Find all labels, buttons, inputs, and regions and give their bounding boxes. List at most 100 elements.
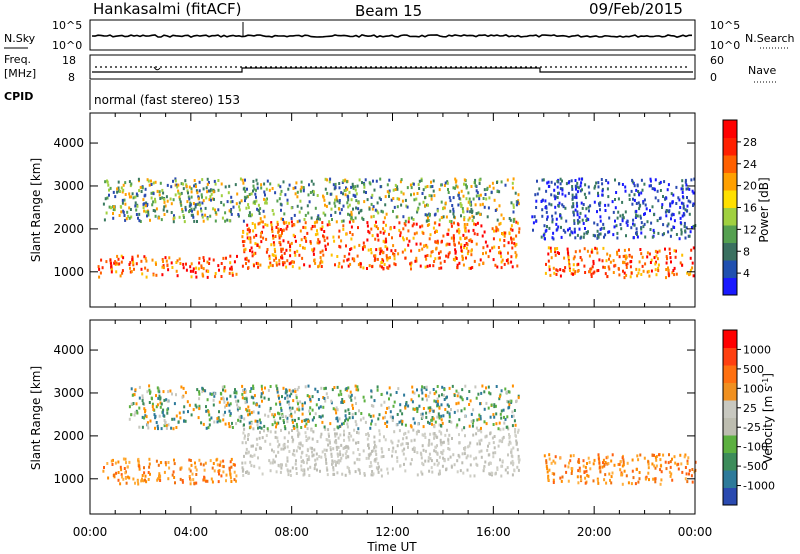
scatter-cell <box>196 220 198 223</box>
scatter-cell <box>230 480 233 483</box>
scatter-cell <box>248 409 251 413</box>
scatter-cell <box>303 246 306 250</box>
freq-label-1: Freq. <box>4 53 31 66</box>
scatter-cell <box>121 269 124 273</box>
scatter-cell <box>641 188 644 192</box>
scatter-cell <box>478 197 481 201</box>
scatter-cell <box>174 179 177 183</box>
scatter-cell <box>555 273 558 276</box>
scatter-cell <box>165 195 168 199</box>
scatter-cell <box>159 405 162 409</box>
scatter-cell <box>587 205 590 209</box>
scatter-cell <box>374 257 377 261</box>
scatter-cell <box>268 257 271 261</box>
scatter-cell <box>438 429 441 433</box>
scatter-cell <box>366 198 369 202</box>
scatter-cell <box>309 446 312 450</box>
scatter-cell <box>264 223 267 227</box>
scatter-cell <box>228 209 231 213</box>
scatter-cell <box>159 401 162 405</box>
scatter-cell <box>129 266 131 270</box>
scatter-cell <box>439 250 442 254</box>
scatter-cell <box>121 198 124 202</box>
scatter-cell <box>549 273 552 277</box>
scatter-cell <box>223 269 226 273</box>
scatter-cell <box>350 213 353 217</box>
scatter-cell <box>346 258 349 262</box>
scatter-cell <box>495 422 498 426</box>
scatter-cell <box>619 223 622 226</box>
scatter-cell <box>572 205 575 208</box>
scatter-cell <box>342 192 344 196</box>
scatter-cell <box>583 471 586 474</box>
scatter-cell <box>458 433 460 437</box>
scatter-cell <box>133 413 136 417</box>
scatter-cell <box>243 423 245 427</box>
scatter-cell <box>331 459 334 463</box>
scatter-cell <box>243 454 245 458</box>
scatter-cell <box>392 197 395 200</box>
scatter-cell <box>187 410 189 414</box>
scatter-cell <box>437 241 439 245</box>
scatter-cell <box>229 210 232 214</box>
scatter-cell <box>267 414 270 418</box>
scatter-cell <box>677 462 680 466</box>
scatter-cell <box>496 218 499 222</box>
scatter-cell <box>666 257 668 261</box>
scatter-cell <box>448 419 451 423</box>
scatter-cell <box>329 446 332 449</box>
scatter-cell <box>367 443 369 447</box>
scatter-cell <box>370 251 373 255</box>
scatter-cell <box>179 477 182 481</box>
scatter-cell <box>177 191 180 195</box>
scatter-cell <box>619 460 622 464</box>
scatter-cell <box>200 207 202 211</box>
scatter-cell <box>263 396 266 400</box>
scatter-cell <box>172 198 175 202</box>
scatter-cell <box>587 185 590 189</box>
scatter-cell <box>236 254 238 258</box>
scatter-cell <box>363 399 366 403</box>
scatter-cell <box>142 198 145 202</box>
scatter-cell <box>344 452 347 456</box>
scatter-cell <box>407 404 410 408</box>
scatter-cell <box>326 178 329 182</box>
scatter-cell <box>461 258 464 262</box>
scatter-cell <box>342 224 345 228</box>
scatter-cell <box>354 216 357 220</box>
scatter-cell <box>291 260 294 264</box>
scatter-cell <box>608 267 611 271</box>
scatter-cell <box>244 257 247 261</box>
scatter-cell <box>253 200 256 204</box>
scatter-cell <box>366 221 369 225</box>
scatter-cell <box>160 218 163 222</box>
scatter-cell <box>571 187 574 191</box>
scatter-cell <box>249 240 252 244</box>
scatter-cell <box>177 420 180 424</box>
scatter-cell <box>432 179 435 183</box>
scatter-cell <box>184 391 187 395</box>
scatter-cell <box>192 202 195 205</box>
colorbar-tick-label: 28 <box>743 136 757 149</box>
scatter-cell <box>103 218 106 222</box>
scatter-cell <box>347 467 350 470</box>
scatter-cell <box>306 204 309 208</box>
scatter-cell <box>277 394 280 398</box>
scatter-cell <box>159 397 162 401</box>
scatter-cell <box>437 461 440 465</box>
scatter-cell <box>172 470 175 474</box>
scatter-cell <box>130 215 133 219</box>
scatter-cell <box>251 250 254 254</box>
scatter-cell <box>440 418 443 422</box>
scatter-cell <box>179 262 182 265</box>
scatter-cell <box>580 201 583 205</box>
scatter-cell <box>212 258 215 262</box>
scatter-cell <box>380 249 383 253</box>
scatter-cell <box>266 179 269 183</box>
scatter-cell <box>478 194 480 198</box>
scatter-cell <box>354 412 357 416</box>
scatter-cell <box>120 468 123 472</box>
scatter-cell <box>324 187 327 191</box>
scatter-cell <box>108 188 110 192</box>
scatter-cell <box>244 189 247 193</box>
